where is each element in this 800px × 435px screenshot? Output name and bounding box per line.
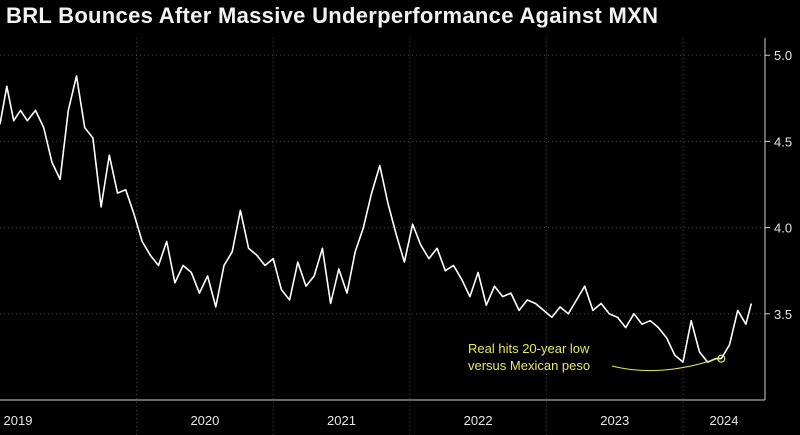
- annotation-marker: [717, 354, 726, 363]
- annotation-text: Real hits 20-year low: [468, 341, 590, 356]
- annotation-text: versus Mexican peso: [468, 358, 590, 373]
- series: [0, 75, 753, 363]
- y-tick-label: 4.0: [774, 221, 792, 236]
- x-tick-label: 2023: [600, 413, 629, 428]
- annotation: Real hits 20-year low versus Mexican peso: [468, 341, 726, 373]
- x-tick-label: 2019: [4, 413, 33, 428]
- x-tick-label: 2020: [190, 413, 219, 428]
- chart-title: BRL Bounces After Massive Underperforman…: [6, 3, 659, 28]
- y-tick-label: 3.5: [774, 307, 792, 322]
- y-tick-label: 5.0: [774, 48, 792, 63]
- x-tick-label: 2022: [464, 413, 493, 428]
- grid: [0, 38, 765, 435]
- axes: 5.0 4.5 4.0 3.5 2019 2020 2021 2022 2023 2024: [0, 38, 792, 428]
- x-tick-label: 2024: [710, 413, 739, 428]
- x-tick-label: 2021: [327, 413, 356, 428]
- series-line: [0, 75, 753, 363]
- annotation-leader: [611, 358, 718, 372]
- y-tick-label: 4.5: [774, 134, 792, 149]
